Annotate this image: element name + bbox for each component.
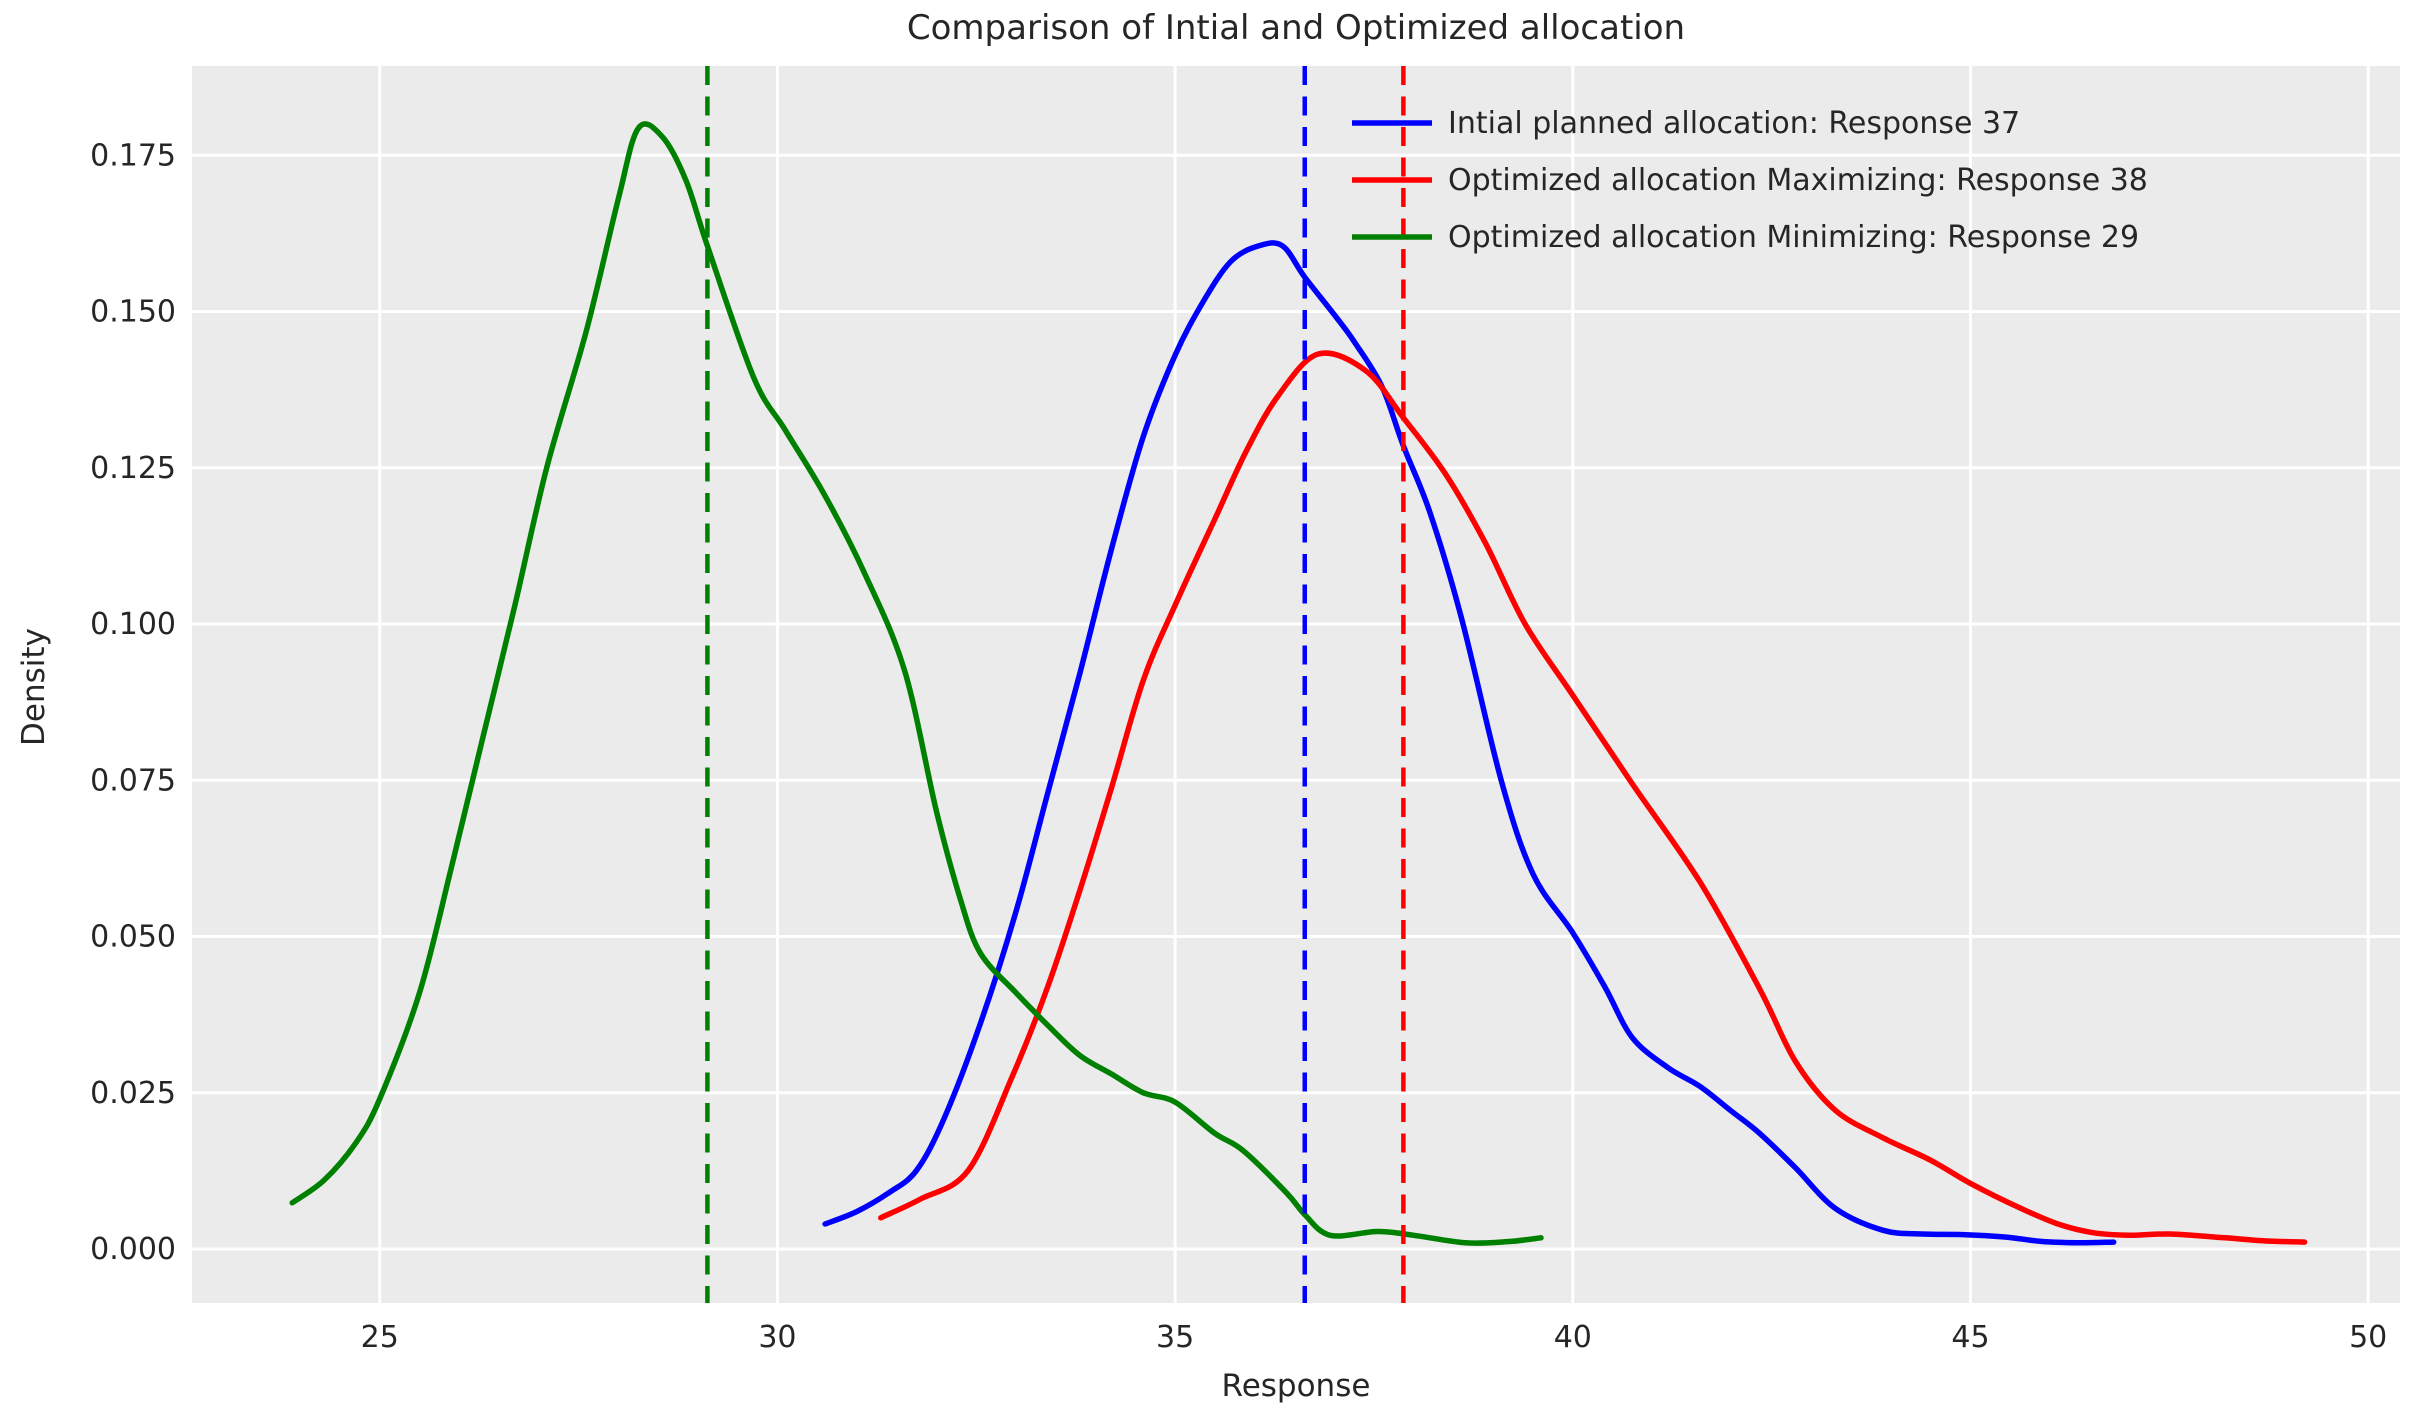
- y-tick-label: 0.075: [90, 763, 176, 798]
- x-tick-label: 25: [361, 1320, 399, 1355]
- y-tick-label: 0.100: [90, 607, 176, 642]
- legend-label-1: Optimized allocation Maximizing: Respons…: [1448, 163, 2148, 198]
- y-axis-label: Density: [16, 628, 52, 746]
- y-tick-label: 0.025: [90, 1076, 176, 1111]
- legend: Intial planned allocation: Response 37 Op…: [1352, 106, 2148, 255]
- series-curve-0: [822, 240, 2117, 1246]
- x-axis-label: Response: [1221, 1368, 1371, 1404]
- legend-label-2: Optimized allocation Minimizing: Respons…: [1448, 220, 2139, 255]
- y-tick-label: 0.150: [90, 295, 176, 330]
- x-tick-label: 50: [2349, 1320, 2387, 1355]
- chart-title: Comparison of Intial and Optimized alloc…: [906, 8, 1686, 48]
- y-tick-label: 0.050: [90, 920, 176, 955]
- x-tick-label: 35: [1156, 1320, 1194, 1355]
- legend-label-0: Intial planned allocation: Response 37: [1448, 106, 2020, 141]
- series-curve-2: [289, 121, 1544, 1246]
- plot-area: [192, 66, 2400, 1303]
- x-tick-label: 30: [758, 1320, 796, 1355]
- series-curve-1: [878, 350, 2308, 1245]
- y-tick-label: 0.125: [90, 451, 176, 486]
- y-tick-label: 0.175: [90, 138, 176, 173]
- x-tick-label: 40: [1554, 1320, 1592, 1355]
- y-tick-label: 0.000: [90, 1232, 176, 1267]
- x-tick-label: 45: [1951, 1320, 1989, 1355]
